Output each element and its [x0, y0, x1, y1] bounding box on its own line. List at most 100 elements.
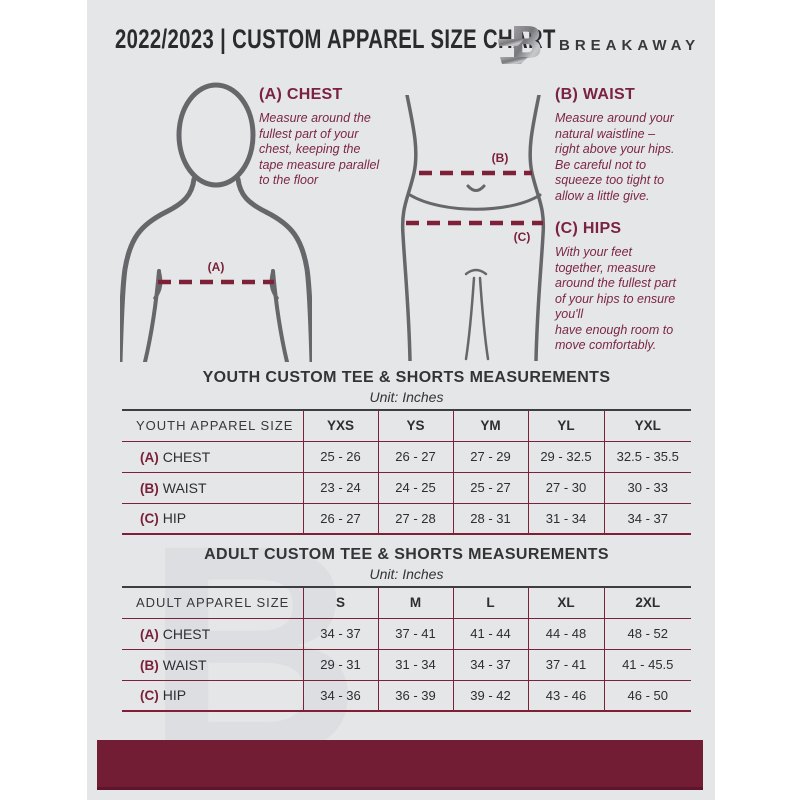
- measurement-cell: 34 - 37: [302, 617, 378, 649]
- chest-marker-label: (A): [208, 260, 225, 274]
- row-label: (A) CHEST: [122, 617, 303, 649]
- row-name: CHEST: [162, 625, 211, 642]
- measurement-cell: 28 - 31: [452, 502, 528, 534]
- youth-size-yl: YL: [527, 410, 604, 441]
- right-torso-outline: [528, 95, 546, 361]
- adult-size-label-cell: ADULT APPAREL SIZE: [136, 595, 290, 611]
- youth-size-yxs: YXS: [302, 410, 378, 441]
- measurement-cell: 32.5 - 35.5: [603, 440, 691, 472]
- adult-section-title: ADULT CUSTOM TEE & SHORTS MEASUREMENTS: [204, 546, 609, 563]
- row-prefix: (B): [140, 657, 159, 673]
- adult-hip-row: (C) HIP 34 - 36 36 - 39 39 - 42 43 - 46 4…: [122, 679, 691, 711]
- row-name: WAIST: [162, 479, 207, 496]
- row-label: (A) CHEST: [122, 440, 303, 472]
- measurement-cell: 39 - 42: [452, 679, 528, 711]
- measurement-cell: 48 - 52: [603, 617, 691, 649]
- upper-body-figure: (A): [120, 82, 312, 362]
- right-side-outline: [271, 269, 289, 362]
- youth-size-table: YOUTH APPAREL SIZE YXS YS YM YL YXL (A) C…: [122, 409, 691, 535]
- youth-section-title: YOUTH CUSTOM TEE & SHORTS MEASUREMENTS: [202, 369, 611, 386]
- measurement-cell: 34 - 36: [302, 679, 378, 711]
- youth-size-ym: YM: [452, 410, 528, 441]
- lower-body-figure: (B) (C): [400, 95, 546, 361]
- hip-brief-curve: [408, 193, 542, 211]
- youth-waist-row: (B) WAIST 23 - 24 24 - 25 25 - 27 27 - 30…: [122, 471, 691, 503]
- brand-lockup: B BREAKAWAY: [497, 16, 700, 68]
- hips-guide: (C) HIPS With your feet together, measur…: [555, 220, 713, 354]
- youth-size-ys: YS: [377, 410, 453, 441]
- brand-name: BREAKAWAY: [559, 36, 701, 54]
- page-title: 2022/2023 | CUSTOM APPAREL SIZE CHART: [115, 24, 556, 54]
- left-side-outline: [143, 269, 161, 362]
- adult-size-s: S: [302, 587, 378, 618]
- adult-section-unit: Unit: Inches: [369, 566, 444, 582]
- hips-guide-heading: (C) HIPS: [555, 220, 622, 237]
- measurement-cell: 46 - 50: [603, 679, 691, 711]
- crotch-curve: [464, 268, 488, 276]
- measurement-cell: 34 - 37: [452, 648, 528, 680]
- measurement-cell: 27 - 28: [377, 502, 453, 534]
- measurement-cell: 41 - 44: [452, 617, 528, 649]
- measurement-cell: 25 - 26: [302, 440, 378, 472]
- right-armpit-curl: [269, 269, 279, 300]
- head-outline: [176, 82, 256, 188]
- youth-hip-row: (C) HIP 26 - 27 27 - 28 28 - 31 31 - 34 3…: [122, 502, 691, 534]
- youth-size-yxl: YXL: [603, 410, 691, 441]
- row-prefix: (A): [140, 626, 159, 642]
- chest-guide: (A) CHEST Measure around the fullest par…: [259, 86, 409, 189]
- measurement-cell: 37 - 41: [377, 617, 453, 649]
- hips-guide-text: With your feet together, measure around …: [555, 245, 676, 352]
- youth-table-header-row: YOUTH APPAREL SIZE YXS YS YM YL YXL: [122, 410, 691, 441]
- measurement-cell: 31 - 34: [527, 502, 604, 534]
- row-name: HIP: [162, 687, 187, 704]
- measurement-cell: 37 - 41: [527, 648, 604, 680]
- row-prefix: (C): [140, 688, 159, 704]
- measurement-cell: 43 - 46: [527, 679, 604, 711]
- measurement-cell: 26 - 27: [302, 502, 378, 534]
- left-torso-outline: [400, 95, 418, 361]
- row-name: WAIST: [162, 656, 207, 673]
- measurement-cell: 36 - 39: [377, 679, 453, 711]
- measurement-cell: 23 - 24: [302, 471, 378, 503]
- right-shoulder-outline: [235, 176, 312, 362]
- measurement-cell: 44 - 48: [527, 617, 604, 649]
- row-label: (B) WAIST: [122, 648, 303, 680]
- youth-size-label-cell: YOUTH APPAREL SIZE: [136, 418, 294, 434]
- adult-size-table: ADULT APPAREL SIZE S M L XL 2XL (A) CHEST…: [122, 586, 691, 712]
- measurement-cell: 30 - 33: [603, 471, 691, 503]
- row-label: (C) HIP: [122, 679, 303, 711]
- left-shoulder-outline: [120, 176, 197, 362]
- waist-guide-heading: (B) WAIST: [555, 86, 636, 103]
- measurement-cell: 25 - 27: [452, 471, 528, 503]
- adult-chest-row: (A) CHEST 34 - 37 37 - 41 41 - 44 44 - 48…: [122, 617, 691, 649]
- adult-size-l: L: [452, 587, 528, 618]
- row-label: (C) HIP: [122, 502, 303, 534]
- right-inner-leg: [478, 276, 490, 361]
- measurement-cell: 29 - 32.5: [527, 440, 604, 472]
- youth-section-unit: Unit: Inches: [369, 389, 444, 405]
- row-prefix: (A): [140, 449, 159, 465]
- measurement-cell: 34 - 37: [603, 502, 691, 534]
- waist-marker-label: (B): [492, 151, 509, 165]
- row-prefix: (B): [140, 480, 159, 496]
- breakaway-b-logo-icon: B: [498, 18, 544, 68]
- measurement-cell: 27 - 29: [452, 440, 528, 472]
- chart-page: B 2022/2023 | CUSTOM APPAREL SIZE CHART …: [87, 0, 715, 800]
- adult-waist-row: (B) WAIST 29 - 31 31 - 34 34 - 37 37 - 41…: [122, 648, 691, 680]
- left-inner-leg: [464, 276, 476, 361]
- measurement-cell: 24 - 25: [377, 471, 453, 503]
- youth-section-header: YOUTH CUSTOM TEE & SHORTS MEASUREMENTS U…: [122, 369, 691, 405]
- adult-table-header-row: ADULT APPAREL SIZE S M L XL 2XL: [122, 587, 691, 618]
- waist-guide: (B) WAIST Measure around your natural wa…: [555, 86, 710, 204]
- navel-curve: [466, 184, 486, 192]
- row-label: (B) WAIST: [122, 471, 303, 503]
- measurement-cell: 26 - 27: [377, 440, 453, 472]
- measurement-cell: 29 - 31: [302, 648, 378, 680]
- row-name: HIP: [162, 510, 187, 527]
- row-name: CHEST: [162, 448, 211, 465]
- adult-size-m: M: [377, 587, 453, 618]
- measurement-cell: 31 - 34: [377, 648, 453, 680]
- chest-guide-text: Measure around the fullest part of your …: [259, 111, 380, 187]
- measurement-cell: 27 - 30: [527, 471, 604, 503]
- adult-size-xl: XL: [527, 587, 604, 618]
